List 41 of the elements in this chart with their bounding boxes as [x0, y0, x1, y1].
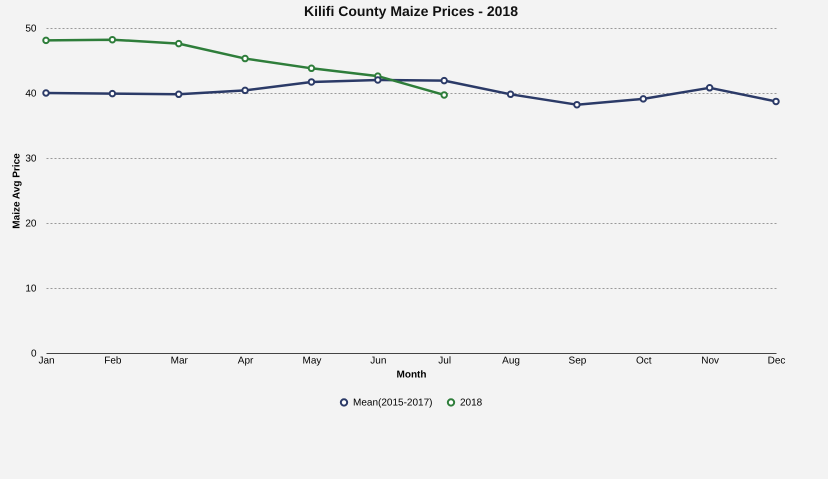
x-tick-label: Feb	[104, 356, 122, 366]
legend-label: Mean(2015-2017)	[353, 397, 432, 408]
y-tick-label: 50	[25, 24, 37, 34]
point	[42, 36, 50, 44]
y-tick-label: 40	[25, 88, 37, 100]
chart-title: Kilifi County Maize Prices - 2018	[304, 3, 518, 19]
x-axis-title: Month	[396, 370, 426, 380]
y-axis-title: Maize Avg Price	[11, 152, 22, 229]
point	[772, 98, 780, 106]
x-tick-label: Sep	[568, 356, 587, 366]
x-tick-label: May	[302, 356, 322, 366]
point	[308, 78, 316, 86]
point	[174, 40, 182, 48]
point	[706, 84, 714, 92]
point	[374, 76, 382, 84]
point	[506, 90, 514, 98]
point	[108, 36, 116, 44]
x-tick-label: Jan	[38, 356, 55, 366]
point	[308, 64, 316, 72]
y-tick-label: 0	[30, 348, 37, 360]
y-tick-label: 10	[25, 284, 37, 294]
x-tick-label: Oct	[636, 356, 652, 366]
x-tick-label: Apr	[238, 356, 254, 366]
x-tick-label: Nov	[701, 356, 720, 366]
point	[108, 90, 116, 98]
y-tick-label: 30	[25, 154, 37, 164]
x-tick-label: Mar	[170, 356, 188, 366]
point	[440, 91, 448, 99]
y-tick-label: 20	[25, 218, 37, 230]
x-tick-label: Jun	[370, 356, 386, 366]
x-tick-label: Aug	[502, 356, 520, 366]
point	[174, 90, 182, 98]
point	[573, 100, 581, 108]
point	[42, 89, 50, 97]
point	[640, 95, 648, 103]
x-tick-label: Jul	[438, 356, 452, 366]
point	[440, 76, 448, 84]
point	[241, 86, 249, 94]
legend-label: 2018	[460, 397, 483, 408]
point	[241, 54, 249, 62]
x-tick-label: Dec	[768, 356, 786, 366]
